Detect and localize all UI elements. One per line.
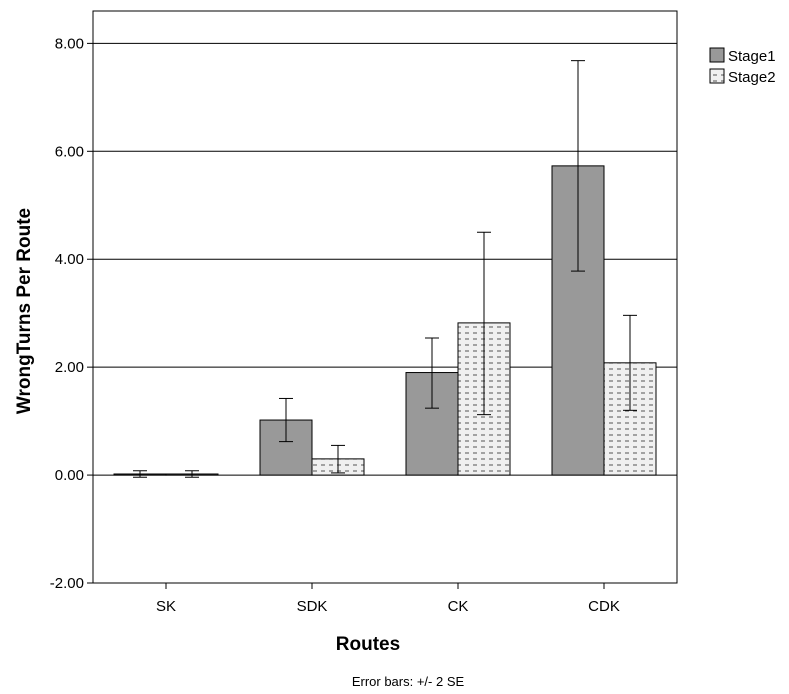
y-tick-label: 4.00 <box>55 251 84 268</box>
y-axis-title: WrongTurns Per Route <box>14 208 35 414</box>
legend-swatch-stage1 <box>709 47 725 63</box>
x-tick-label: CK <box>448 598 469 615</box>
axes: -2.00 0.00 2.00 4.00 6.00 8.00 SK SDK CK CDK <box>50 10 678 615</box>
plot-area <box>93 42 677 478</box>
y-tick-label: 8.00 <box>55 35 84 52</box>
y-tick-label: 0.00 <box>55 467 84 484</box>
legend: Stage1 Stage2 <box>709 47 776 86</box>
x-tick-label: CDK <box>588 598 620 615</box>
y-tick-label: 6.00 <box>55 143 84 160</box>
x-axis-title: Routes <box>336 634 400 655</box>
x-tick-label: SK <box>156 598 176 615</box>
legend-label-stage1: Stage1 <box>728 48 776 65</box>
footnote: Error bars: +/- 2 SE <box>352 674 465 689</box>
y-tick-label: -2.00 <box>50 575 84 592</box>
y-tick-label: 2.00 <box>55 359 84 376</box>
legend-label-stage2: Stage2 <box>728 69 776 86</box>
legend-swatch-stage2 <box>709 68 725 84</box>
plot-frame <box>92 10 678 584</box>
x-tick-label: SDK <box>297 598 328 615</box>
